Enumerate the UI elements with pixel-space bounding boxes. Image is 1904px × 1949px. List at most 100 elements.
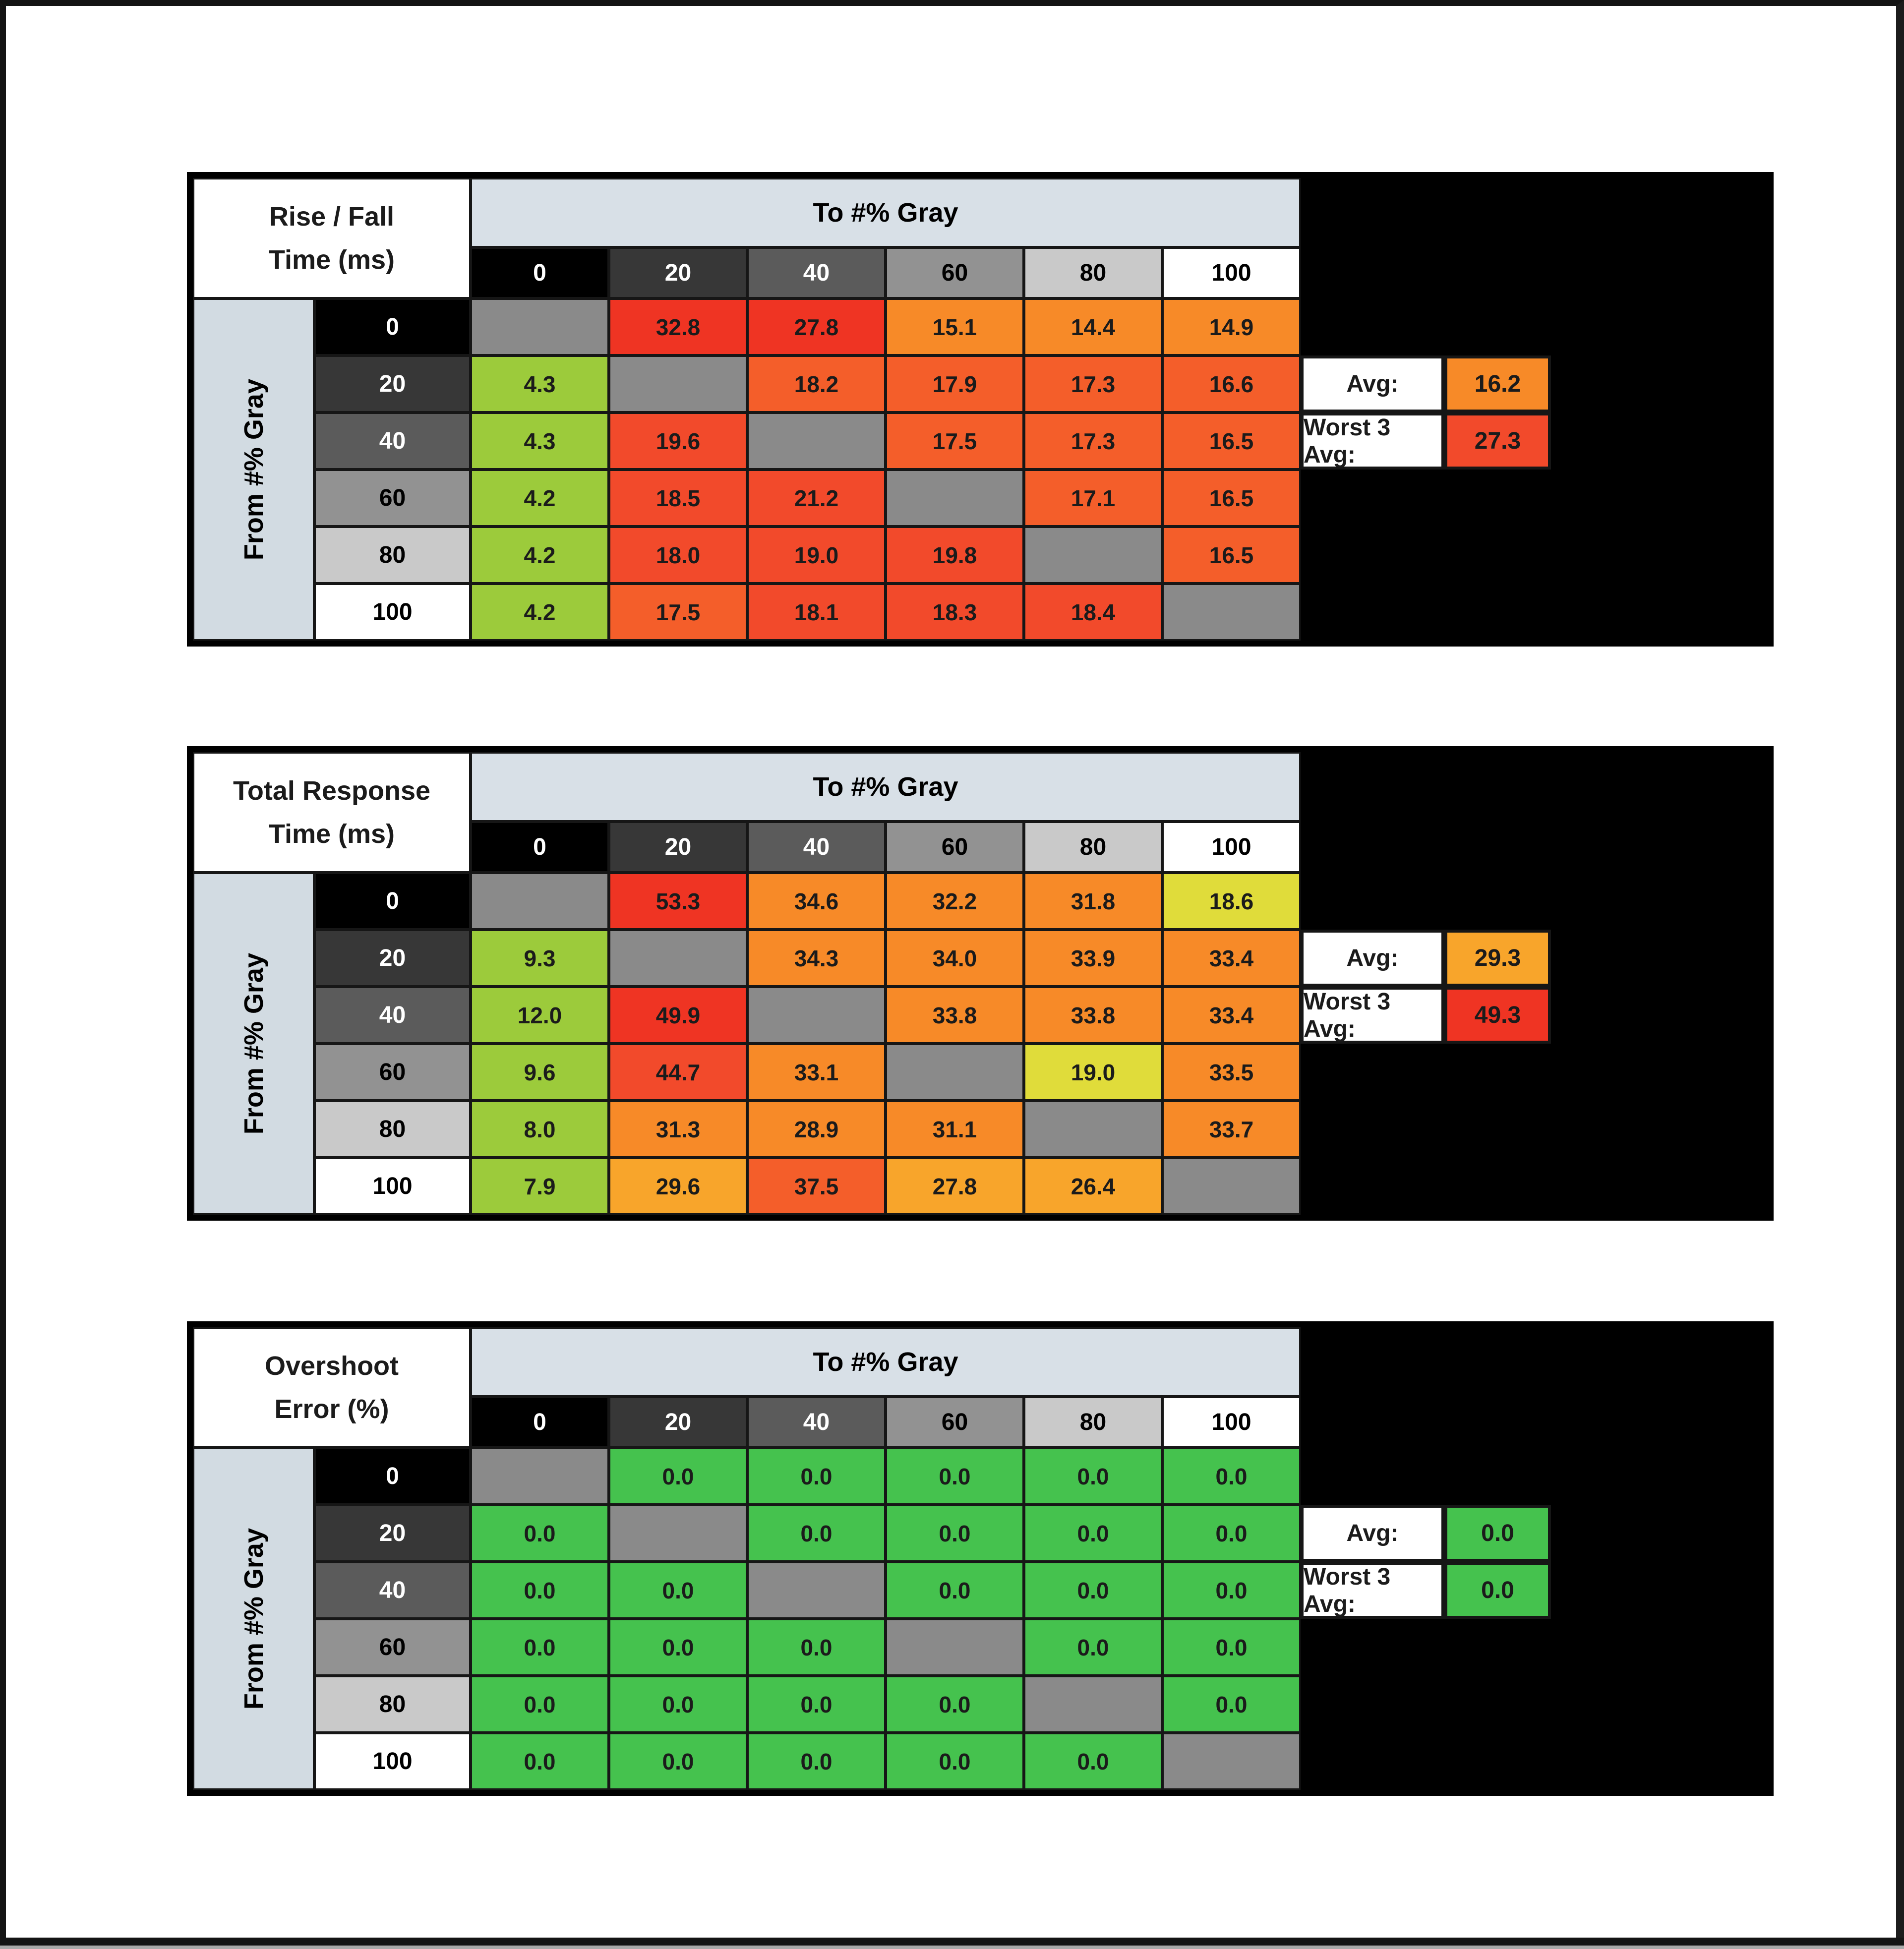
heatmap-cell: 0.0 xyxy=(471,1562,609,1619)
col-header-cell: 80 xyxy=(1024,247,1162,298)
heatmap-cell: 17.5 xyxy=(609,584,747,641)
worst3-avg-label: Worst 3 Avg: xyxy=(1301,987,1444,1044)
row-header-cell: 20 xyxy=(314,930,471,987)
diagonal-cell xyxy=(747,413,886,470)
heatmap-cell: 0.0 xyxy=(1162,1448,1301,1505)
col-group-header: To #% Gray xyxy=(471,178,1301,247)
heatmap-cell: 34.6 xyxy=(747,873,886,930)
row-header-cell: 0 xyxy=(314,873,471,930)
avg-summary-row: Avg: 16.2 xyxy=(1301,355,1551,413)
heatmap-grid: Total Response Time (ms) To #% Gray 0 20 40 60… xyxy=(187,746,1774,1221)
heatmap-cell: 19.0 xyxy=(747,527,886,584)
heatmap-cell: 31.1 xyxy=(886,1101,1024,1158)
heatmap-cell: 32.8 xyxy=(609,298,747,355)
row-header-cell: 60 xyxy=(314,470,471,527)
heatmap-cell: 15.1 xyxy=(886,298,1024,355)
col-header-cell: 20 xyxy=(609,1397,747,1448)
heatmap-cell: 19.0 xyxy=(1024,1044,1162,1101)
table-title-line: Time (ms) xyxy=(268,244,395,275)
heatmap-cell: 49.9 xyxy=(609,987,747,1044)
heatmap-cell: 4.2 xyxy=(471,584,609,641)
table-title: Total Response Time (ms) xyxy=(193,752,471,873)
row-header-cell: 20 xyxy=(314,355,471,413)
diagonal-cell xyxy=(471,873,609,930)
avg-summary-row: Avg: 0.0 xyxy=(1301,1505,1551,1562)
heatmap-cell: 33.8 xyxy=(886,987,1024,1044)
diagonal-cell xyxy=(1162,1733,1301,1790)
diagonal-cell xyxy=(747,1562,886,1619)
row-group-label-text: From #% Gray xyxy=(238,1528,269,1710)
diagonal-cell xyxy=(1162,1158,1301,1215)
overshoot-error-table: Overshoot Error (%) To #% Gray 0 20 40 60 80 100… xyxy=(187,1321,1774,1796)
diagonal-cell xyxy=(886,1044,1024,1101)
heatmap-cell: 0.0 xyxy=(1162,1562,1301,1619)
heatmap-cell: 0.0 xyxy=(471,1619,609,1676)
heatmap-cell: 4.2 xyxy=(471,470,609,527)
row-header-cell: 60 xyxy=(314,1619,471,1676)
heatmap-cell: 0.0 xyxy=(471,1505,609,1562)
row-group-label-text: From #% Gray xyxy=(238,378,269,561)
col-header-cell: 0 xyxy=(471,247,609,298)
col-header-cell: 80 xyxy=(1024,1397,1162,1448)
row-header-cell: 80 xyxy=(314,527,471,584)
heatmap-cell: 0.0 xyxy=(747,1733,886,1790)
heatmap-cell: 0.0 xyxy=(609,1733,747,1790)
row-group-label: From #% Gray xyxy=(193,1448,314,1790)
heatmap-cell: 0.0 xyxy=(1024,1733,1162,1790)
table-title: Overshoot Error (%) xyxy=(193,1327,471,1448)
worst3-avg-label: Worst 3 Avg: xyxy=(1301,413,1444,470)
heatmap-cell: 4.3 xyxy=(471,355,609,413)
avg-summary-row: Avg: 29.3 xyxy=(1301,930,1551,987)
heatmap-cell: 0.0 xyxy=(886,1562,1024,1619)
diagonal-cell xyxy=(609,355,747,413)
heatmap-cell: 0.0 xyxy=(886,1448,1024,1505)
diagonal-cell xyxy=(886,470,1024,527)
col-header-cell: 100 xyxy=(1162,1397,1301,1448)
heatmap-cell: 0.0 xyxy=(609,1448,747,1505)
heatmap-cell: 19.8 xyxy=(886,527,1024,584)
worst3-avg-value: 49.3 xyxy=(1444,987,1551,1044)
heatmap-cell: 27.8 xyxy=(886,1158,1024,1215)
worst3-avg-summary-row: Worst 3 Avg: 49.3 xyxy=(1301,987,1551,1044)
row-header-cell: 0 xyxy=(314,1448,471,1505)
heatmap-cell: 37.5 xyxy=(747,1158,886,1215)
col-header-cell: 20 xyxy=(609,247,747,298)
heatmap-cell: 9.3 xyxy=(471,930,609,987)
row-header-cell: 40 xyxy=(314,1562,471,1619)
heatmap-cell: 0.0 xyxy=(747,1676,886,1733)
heatmap-cell: 21.2 xyxy=(747,470,886,527)
col-header-cell: 40 xyxy=(747,247,886,298)
heatmap-cell: 17.3 xyxy=(1024,355,1162,413)
diagonal-cell xyxy=(747,987,886,1044)
heatmap-cell: 0.0 xyxy=(886,1733,1024,1790)
heatmap-cell: 16.5 xyxy=(1162,527,1301,584)
row-header-cell: 60 xyxy=(314,1044,471,1101)
heatmap-cell: 16.5 xyxy=(1162,470,1301,527)
col-group-header: To #% Gray xyxy=(471,1327,1301,1397)
avg-label: Avg: xyxy=(1301,355,1444,413)
heatmap-cell: 0.0 xyxy=(609,1619,747,1676)
heatmap-cell: 26.4 xyxy=(1024,1158,1162,1215)
col-header-cell: 0 xyxy=(471,1397,609,1448)
heatmap-cell: 17.1 xyxy=(1024,470,1162,527)
row-header-cell: 100 xyxy=(314,1733,471,1790)
col-header-cell: 100 xyxy=(1162,247,1301,298)
heatmap-cell: 31.3 xyxy=(609,1101,747,1158)
worst3-avg-value: 0.0 xyxy=(1444,1562,1551,1619)
heatmap-cell: 0.0 xyxy=(609,1676,747,1733)
heatmap-cell: 0.0 xyxy=(747,1505,886,1562)
diagonal-cell xyxy=(609,1505,747,1562)
diagonal-cell xyxy=(1024,527,1162,584)
heatmap-cell: 33.1 xyxy=(747,1044,886,1101)
total-response-time-table: Total Response Time (ms) To #% Gray 0 20 40 60… xyxy=(187,746,1774,1221)
heatmap-cell: 0.0 xyxy=(1162,1619,1301,1676)
heatmap-cell: 0.0 xyxy=(471,1676,609,1733)
heatmap-cell: 18.0 xyxy=(609,527,747,584)
diagonal-cell xyxy=(1162,584,1301,641)
heatmap-cell: 0.0 xyxy=(1024,1562,1162,1619)
heatmap-cell: 33.4 xyxy=(1162,930,1301,987)
table-title-line: Total Response xyxy=(233,776,431,806)
heatmap-cell: 17.9 xyxy=(886,355,1024,413)
window-bottom-edge xyxy=(0,1946,1904,1949)
heatmap-cell: 4.3 xyxy=(471,413,609,470)
